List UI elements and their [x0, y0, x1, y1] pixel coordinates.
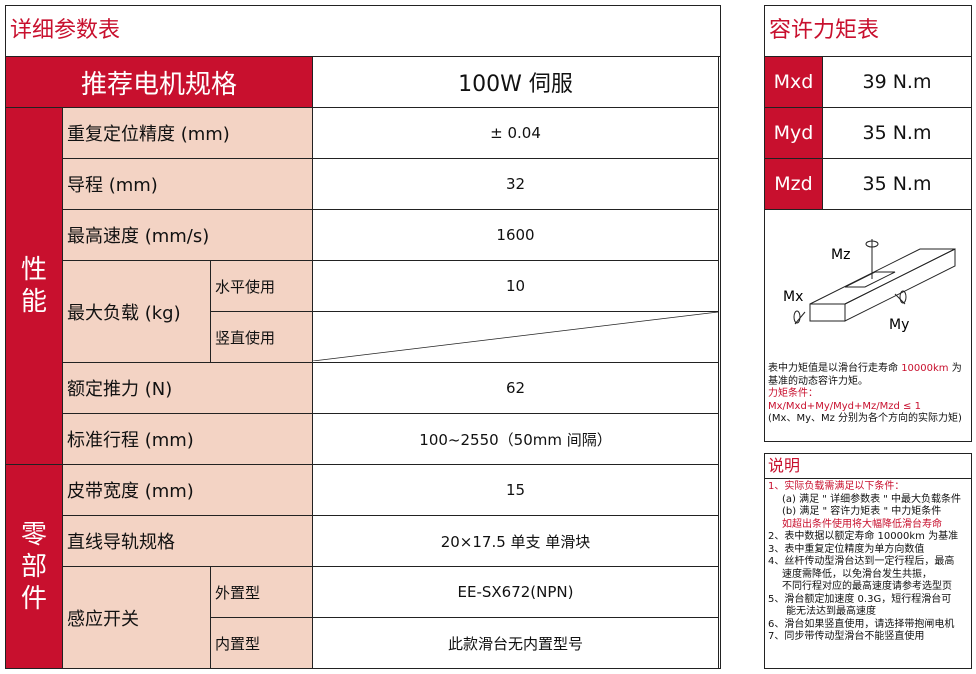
note-item: 7、同步带传动型滑台不能竖直使用	[768, 631, 925, 642]
row-value: 62	[312, 362, 719, 414]
table-row: 额定推力 (N) 62	[6, 362, 719, 414]
table-row: 标准行程 (mm) 100~2550（50mm 间隔）	[6, 413, 719, 465]
moment-title: 容许力矩表	[765, 6, 971, 57]
row-label: 标准行程 (mm)	[61, 413, 314, 465]
table-row: 零 部 件 皮带宽度 (mm) 15	[5, 464, 719, 669]
header-row: 推荐电机规格 100W 伺服	[4, 56, 719, 108]
mx-label: Mx	[783, 289, 804, 305]
table-row: 导程 (mm) 32	[6, 158, 719, 210]
moment-value: 35 N.m	[822, 158, 972, 210]
group-parts: 零 部 件	[5, 464, 63, 669]
row-value: 15	[312, 464, 719, 516]
note-item: (b) 满足 " 容许力矩表 " 中力矩条件	[782, 506, 942, 517]
moment-value: 35 N.m	[822, 107, 972, 159]
moment-row: Mzd 35 N.m	[764, 158, 972, 210]
desc-text: 为基准的动态容许力矩。	[768, 363, 962, 387]
note-item: 能无法达到最高速度	[786, 606, 876, 617]
note-item: 3、表中重复定位精度为单方向数值	[768, 543, 925, 555]
my-label: My	[889, 317, 910, 333]
note-item: 1、实际负载需满足以下条件：	[768, 481, 905, 492]
sub-label: 水平使用	[209, 260, 314, 312]
table-row: 最大负载 (kg) 水平使用 10	[6, 260, 719, 363]
detail-params-title: 详细参数表	[6, 6, 720, 57]
note-item: 不同行程对应的最高速度请参考选型页	[782, 581, 952, 592]
row-value: 100~2550（50mm 间隔）	[312, 413, 719, 465]
desc-life: 10000km	[901, 363, 949, 374]
row-label: 直线导轨规格	[61, 515, 314, 567]
diagonal-slash	[313, 312, 718, 361]
group-performance: 性 能	[5, 107, 63, 465]
row-value: 1600	[312, 209, 719, 261]
row-value: 10	[312, 260, 719, 312]
row-label: 最大负载 (kg)	[62, 260, 211, 363]
note-item: (a) 满足 " 详细参数表 " 中最大负载条件	[782, 493, 962, 505]
row-label: 额定推力 (N)	[61, 362, 314, 414]
moment-name: Myd	[764, 107, 823, 159]
note-item: 6、滑台如果竖直使用，请选择带抱闸电机	[768, 618, 955, 630]
row-value: 32	[312, 158, 719, 210]
condition-note: (Mx、My、Mz 分别为各个方向的实际力矩)	[768, 413, 962, 424]
note-item: 2、表中数据以额定寿命 10000km 为基准	[768, 531, 959, 542]
detail-params-panel: 详细参数表 推荐电机规格 100W 伺服 性 能 重复定位精度 (mm) ± 0…	[4, 5, 721, 669]
slide-axes-illustration	[793, 239, 956, 325]
motor-spec-value: 100W 伺服	[312, 56, 719, 108]
table-row: 竖直使用	[6, 311, 719, 363]
row-value: 20×17.5 单支 单滑块	[312, 515, 719, 567]
moment-value: 39 N.m	[822, 56, 972, 108]
row-label: 导程 (mm)	[61, 158, 314, 210]
row-value: 此款滑台无内置型号	[312, 617, 719, 669]
params-table: 推荐电机规格 100W 伺服 性 能 重复定位精度 (mm) ± 0.04 导程…	[4, 56, 719, 669]
moment-table: Mxd 39 N.m Myd 35 N.m Mzd 35 N.m	[764, 56, 972, 210]
moment-description: 表中力矩值是以滑台行走寿命 10000km 为基准的动态容许力矩。 力矩条件： …	[765, 359, 971, 428]
note-item: 4、丝杆传动型滑台达到一定行程后，最高	[768, 556, 955, 567]
mz-label: Mz	[831, 247, 851, 263]
moment-name: Mzd	[764, 158, 823, 210]
table-row: 内置型 此款滑台无内置型号	[6, 617, 719, 669]
table-row: 性 能 重复定位精度 (mm) ± 0.04	[5, 107, 719, 465]
moment-name: Mxd	[764, 56, 823, 108]
motor-spec-label: 推荐电机规格	[4, 56, 314, 108]
condition-title: 力矩条件：	[768, 388, 818, 399]
row-value: ± 0.04	[312, 107, 719, 159]
row-label: 皮带宽度 (mm)	[61, 464, 314, 516]
note-item: 如超出条件使用将大幅降低滑台寿命	[782, 518, 942, 530]
sub-label: 内置型	[209, 617, 314, 669]
sub-label: 外置型	[209, 566, 314, 618]
moment-row: Mxd 39 N.m	[764, 56, 972, 108]
row-value: EE-SX672(NPN)	[312, 566, 719, 618]
row-label: 重复定位精度 (mm)	[61, 107, 314, 159]
note-item: 速度需降低，以免滑台发生共振，	[782, 568, 932, 580]
moment-panel: 容许力矩表 Mxd 39 N.m Myd 35 N.m Mzd 35 N.m Mz M…	[764, 5, 972, 442]
table-row: 直线导轨规格 20×17.5 单支 单滑块	[6, 515, 719, 567]
sub-label: 竖直使用	[209, 311, 314, 363]
condition-formula: Mx/Mxd+My/Myd+Mz/Mzd ≤ 1	[768, 400, 921, 412]
notes-list: 1、实际负载需满足以下条件： (a) 满足 " 详细参数表 " 中最大负载条件 …	[765, 479, 971, 646]
desc-text: 表中力矩值是以滑台行走寿命	[768, 363, 902, 374]
row-label: 最高速度 (mm/s)	[61, 209, 314, 261]
note-item: 5、滑台额定加速度 0.3G，短行程滑台可	[768, 593, 952, 605]
moment-row: Myd 35 N.m	[764, 107, 972, 159]
table-row: 感应开关 外置型 EE-SX672(NPN)	[6, 566, 719, 669]
notes-panel: 说明 1、实际负载需满足以下条件： (a) 满足 " 详细参数表 " 中最大负载…	[764, 453, 972, 669]
notes-title: 说明	[765, 454, 971, 479]
row-label: 感应开关	[62, 566, 211, 669]
not-applicable-cell	[312, 311, 719, 363]
moment-diagram: Mz Mx My	[765, 209, 971, 359]
table-row: 最高速度 (mm/s) 1600	[6, 209, 719, 261]
